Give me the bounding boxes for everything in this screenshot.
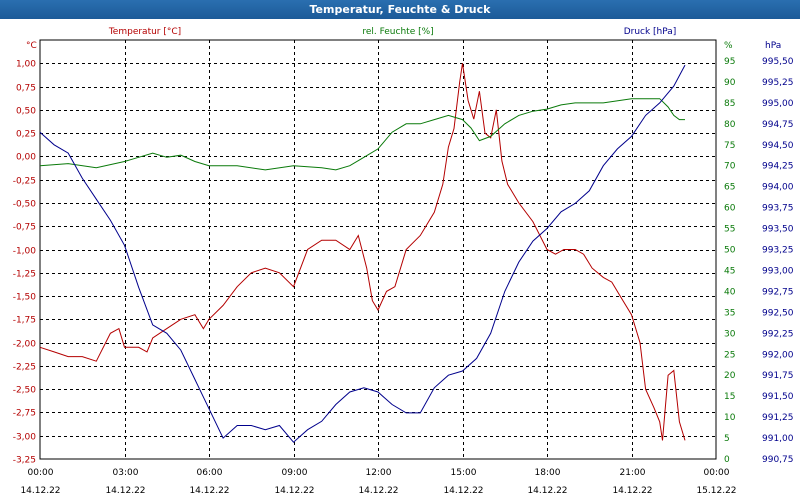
temperature-unit-label: °C [26,41,37,51]
chart-title: Temperatur, Feuchte & Druck [0,0,800,19]
chart-svg: 00:00 14.12.22 03:00 14.12.22 06:00 14.12.22 0… [13,27,794,496]
pressure-tick-label: 992,00 [762,350,794,360]
x-tick-date: 14.12.22 [20,486,60,496]
pressure-tick-label: 991,00 [762,434,794,444]
pressure-tick-label: 993,25 [762,246,794,256]
temperature-tick-label: -0,75 [13,223,36,233]
humidity-tick-label: 55 [724,225,735,235]
pressure-tick-label: 991,50 [762,392,794,402]
x-tick-time: 09:00 [282,468,308,478]
x-tick-time: 18:00 [535,468,561,478]
humidity-tick-label: 5 [724,434,730,444]
humidity-tick-label: 25 [724,350,735,360]
temperature-tick-label: -1,00 [13,247,37,257]
temperature-axis-label: Temperatur [°C] [108,27,181,37]
humidity-tick-label: 80 [724,120,736,130]
humidity-tick-label: 15 [724,392,735,402]
pressure-tick-label: 993,50 [762,225,794,235]
x-tick-date: 14.12.22 [443,486,483,496]
temperature-tick-label: -2,00 [13,340,37,350]
pressure-tick-label: 994,75 [762,120,794,130]
temperature-tick-label: -1,75 [13,316,36,326]
pressure-tick-label: 994,50 [762,141,794,151]
temperature-tick-label: -2,50 [13,386,37,396]
pressure-tick-label: 990,75 [762,455,794,465]
humidity-series-line [39,98,685,171]
pressure-tick-label: 994,25 [762,162,794,172]
humidity-tick-label: 50 [724,246,736,256]
temperature-tick-label: -2,75 [13,409,36,419]
temperature-tick-label: 0,75 [16,84,36,94]
pressure-tick-label: 992,25 [762,329,794,339]
humidity-tick-label: 85 [724,99,735,109]
temperature-tick-label: -3,00 [13,433,37,443]
humidity-tick-label: 20 [724,371,736,381]
x-tick-date: 15.12.22 [696,486,736,496]
x-tick-date: 14.12.22 [105,486,145,496]
x-tick-date: 14.12.22 [612,486,652,496]
temperature-tick-label: -1,50 [13,293,37,303]
pressure-tick-label: 995,50 [762,57,794,67]
humidity-tick-label: 30 [724,329,736,339]
humidity-axis-label: rel. Feuchte [%] [362,27,433,37]
x-tick-time: 21:00 [620,468,646,478]
humidity-unit-label: % [724,41,733,51]
x-tick-time: 12:00 [366,468,392,478]
humidity-tick-label: 60 [724,204,736,214]
grid-layer [39,39,717,460]
pressure-tick-label: 991,25 [762,413,794,423]
pressure-tick-label: 995,00 [762,99,794,109]
x-tick-time: 03:00 [113,468,139,478]
x-tick-date: 14.12.22 [358,486,398,496]
temperature-tick-label: -3,25 [13,456,36,466]
humidity-tick-label: 40 [724,287,736,297]
temperature-tick-label: -1,25 [13,270,36,280]
x-tick-date: 14.12.22 [189,486,229,496]
temperature-tick-label: -0,25 [13,177,36,187]
humidity-tick-label: 70 [724,162,736,172]
pressure-tick-label: 995,25 [762,78,794,88]
temperature-tick-label: -2,25 [13,363,36,373]
humidity-tick-label: 0 [724,455,730,465]
pressure-axis-label: Druck [hPa] [624,27,677,37]
axis-labels: °C Temperatur [°C] rel. Feuchte [%] % Dr… [26,27,781,51]
x-tick-date: 14.12.22 [274,486,314,496]
x-tick-time: 00:00 [704,468,730,478]
humidity-tick-label: 10 [724,413,736,423]
x-tick-time: 15:00 [451,468,477,478]
pressure-tick-label: 992,75 [762,287,794,297]
humidity-tick-label: 45 [724,266,735,276]
series-layer [39,63,686,443]
temperature-series-line [39,63,686,441]
x-tick-time: 06:00 [197,468,223,478]
humidity-tick-label: 65 [724,183,735,193]
humidity-tick-label: 95 [724,57,735,67]
temperature-tick-label: -0,50 [13,200,37,210]
pressure-tick-label: 993,00 [762,266,794,276]
x-tick-date: 14.12.22 [527,486,567,496]
pressure-tick-label: 991,75 [762,371,794,381]
humidity-tick-label: 90 [724,78,736,88]
pressure-tick-label: 994,00 [762,183,794,193]
temperature-tick-label: 0,50 [16,107,36,117]
temperature-tick-label: 0,25 [16,130,36,140]
pressure-tick-label: 993,75 [762,204,794,214]
pressure-tick-label: 992,50 [762,308,794,318]
humidity-tick-label: 75 [724,141,735,151]
pressure-unit-label: hPa [765,41,781,51]
pressure-series-line [39,64,686,443]
humidity-tick-label: 35 [724,308,735,318]
temperature-tick-label: 1,00 [16,60,36,70]
x-tick-time: 00:00 [28,468,54,478]
axis-layer: 00:00 14.12.22 03:00 14.12.22 06:00 14.12.22 0… [13,57,794,496]
temperature-tick-label: 0,00 [16,153,36,163]
